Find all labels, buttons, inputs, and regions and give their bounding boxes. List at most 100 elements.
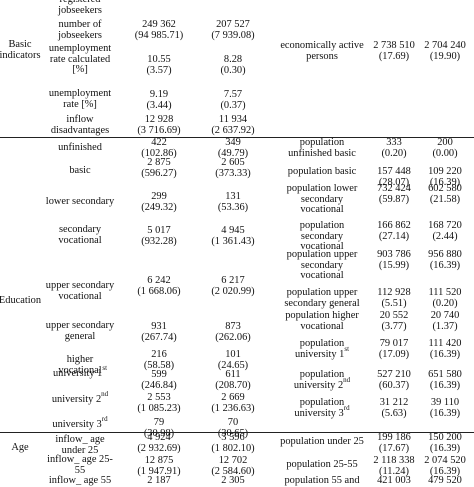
row-label: university 1st bbox=[52, 364, 108, 379]
value-sd: (102.86) bbox=[141, 147, 177, 159]
row-label: registeredjobseekers bbox=[58, 0, 102, 16]
value-mean: 131 bbox=[225, 191, 241, 202]
value-mean: 157 448 bbox=[377, 166, 411, 177]
value-sd: (1.37) bbox=[432, 320, 458, 332]
value-mean: 931 bbox=[151, 321, 167, 332]
row-label: higher vocational bbox=[58, 354, 102, 376]
value-sd: (1 668.06) bbox=[137, 285, 181, 297]
value-mean: 421 003 bbox=[377, 475, 411, 486]
value-sd: (58.58) bbox=[143, 359, 175, 371]
value-mean: 903 786 bbox=[377, 249, 411, 260]
value-mean: 2 875 bbox=[147, 157, 171, 168]
row-label: inflow_ age 55 bbox=[48, 475, 112, 486]
right-label: population lower secondary vocational bbox=[286, 183, 358, 216]
row-label: inflow disadvantages bbox=[50, 114, 110, 136]
value-sd: (30.98) bbox=[143, 427, 175, 439]
value-mean: 651 580 bbox=[428, 369, 462, 380]
right-label: population higher vocational bbox=[285, 310, 359, 332]
value-mean: 12 928 bbox=[144, 114, 174, 125]
value-mean: 39 110 bbox=[430, 397, 460, 408]
value-mean: 4 924 bbox=[147, 432, 171, 443]
value-mean: 10.55 bbox=[147, 54, 171, 65]
value-mean: 349 bbox=[225, 137, 241, 148]
value-sd: (19.90) bbox=[429, 50, 461, 62]
value-mean: 9.19 bbox=[149, 89, 169, 100]
value-sd: (16.39) bbox=[429, 465, 461, 477]
value-mean: 79 bbox=[153, 417, 165, 428]
value-sd: (2 932.69) bbox=[137, 442, 181, 454]
value-mean: 111 520 bbox=[428, 287, 462, 298]
value-mean: 956 880 bbox=[428, 249, 462, 260]
value-sd: (596.27) bbox=[141, 167, 177, 179]
value-mean: 2 553 bbox=[147, 392, 171, 403]
value-mean: 2 187 bbox=[147, 475, 171, 486]
value-mean: 333 bbox=[386, 137, 402, 148]
value-mean: 249 362 bbox=[142, 19, 176, 30]
value-mean: 2 704 240 bbox=[424, 40, 466, 51]
value-sd: (11.24) bbox=[379, 465, 409, 477]
section-rule bbox=[0, 432, 474, 433]
value-sd: (27.14) bbox=[378, 230, 410, 242]
value-sd: (5.63) bbox=[381, 407, 407, 419]
value-mean: 112 928 bbox=[377, 287, 411, 298]
row-label: upper secondary vocational bbox=[45, 280, 115, 302]
value-sd: (3.44) bbox=[146, 99, 172, 111]
value-sd: (17.67) bbox=[378, 442, 410, 454]
value-sd: (932.28) bbox=[141, 235, 177, 247]
value-mean: 31 212 bbox=[379, 397, 409, 408]
value-mean: 200 bbox=[437, 137, 453, 148]
value-mean: 6 242 bbox=[147, 275, 171, 286]
row-label: unemployment rate [%] bbox=[48, 88, 112, 110]
value-sd: (60.37) bbox=[378, 379, 410, 391]
right-label: population basic bbox=[287, 166, 357, 177]
value-mean: 216 bbox=[151, 349, 167, 360]
value-sd: (249.32) bbox=[141, 201, 177, 213]
value-sd: (0.20) bbox=[381, 147, 407, 159]
value-sd: (21.58) bbox=[429, 193, 461, 205]
right-label: population 25-55 bbox=[286, 459, 358, 470]
value-sd: (3.77) bbox=[381, 320, 407, 332]
value-sd: (2 584.60) bbox=[211, 465, 255, 477]
value-mean: 109 220 bbox=[428, 166, 462, 177]
value-mean: 2 669 bbox=[221, 392, 245, 403]
row-label: lower secondary bbox=[45, 196, 115, 207]
value-sd: (17.09) bbox=[378, 348, 410, 360]
right-label: population 55 and bbox=[284, 475, 360, 486]
value-sd: (1 085.23) bbox=[137, 402, 181, 414]
value-mean: 20 740 bbox=[430, 310, 460, 321]
value-mean: 8.28 bbox=[223, 54, 243, 65]
value-mean: 422 bbox=[151, 137, 167, 148]
value-sd: (3.57) bbox=[146, 64, 172, 76]
group-label-basic: Basic indicators bbox=[0, 39, 41, 61]
value-mean: 70 bbox=[227, 417, 239, 428]
value-sd: (2 637.92) bbox=[211, 124, 255, 136]
row-label: unfinished bbox=[58, 142, 102, 153]
value-mean: 20 552 bbox=[379, 310, 409, 321]
value-mean: 3 596 bbox=[221, 432, 245, 443]
right-label: population under 25 bbox=[280, 436, 364, 447]
row-label: university 2nd bbox=[51, 390, 109, 405]
right-label: population university 2nd bbox=[293, 369, 351, 391]
value-sd: (17.69) bbox=[378, 50, 410, 62]
right-label: population university 1st bbox=[294, 338, 350, 360]
value-sd: (262.06) bbox=[215, 331, 251, 343]
value-sd: (3 716.69) bbox=[137, 124, 181, 136]
value-sd: (1 361.43) bbox=[211, 235, 255, 247]
value-sd: (373.33) bbox=[215, 167, 251, 179]
row-label: unemployment rate calculated [%] bbox=[48, 43, 112, 76]
value-mean: 299 bbox=[151, 191, 167, 202]
value-sd: (1 802.10) bbox=[211, 442, 255, 454]
value-mean: 2 074 520 bbox=[424, 455, 466, 466]
value-mean: 479 520 bbox=[428, 475, 462, 486]
value-mean: 111 420 bbox=[428, 338, 462, 349]
value-sd: (208.70) bbox=[215, 379, 251, 391]
value-mean: 873 bbox=[225, 321, 241, 332]
value-mean: 207 527 bbox=[216, 19, 250, 30]
right-label: population unfinished basic bbox=[288, 137, 356, 159]
value-sd: (16.39) bbox=[429, 348, 461, 360]
value-sd: (2 020.99) bbox=[211, 285, 255, 297]
value-mean: 2 118 338 bbox=[373, 455, 415, 466]
value-sd: (5.51) bbox=[381, 297, 407, 309]
row-label: number of jobseekers bbox=[58, 19, 102, 41]
value-mean: 2 605 bbox=[221, 157, 245, 168]
